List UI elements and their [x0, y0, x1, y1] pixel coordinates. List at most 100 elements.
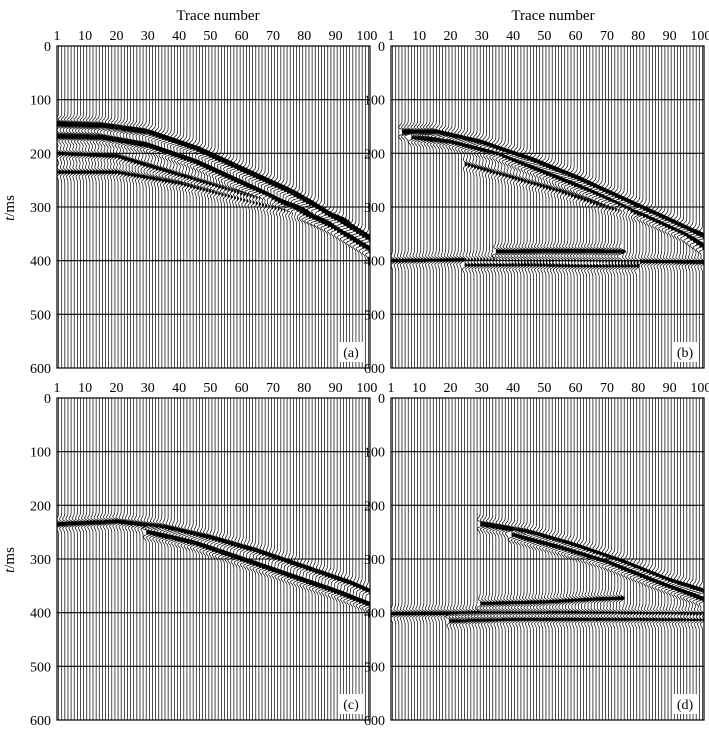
trace-fill: [152, 132, 161, 181]
trace-fill: [664, 216, 671, 264]
trace-fill: [149, 130, 158, 180]
trace-fill: [155, 132, 164, 182]
trace-fill: [592, 183, 599, 268]
trace-fill: [177, 528, 184, 542]
trace-fill: [221, 538, 228, 555]
x-tick-label: 10: [412, 29, 426, 44]
panel-label: (b): [677, 346, 694, 361]
panel-label-background: [673, 342, 697, 362]
trace-fill: [583, 546, 590, 621]
trace-fill: [105, 124, 114, 174]
trace-fill: [483, 522, 491, 622]
x-tick-label: 100: [690, 381, 709, 396]
trace-fill: [180, 141, 189, 186]
plot-frame: [390, 45, 705, 369]
trace-fill: [671, 579, 677, 621]
y-tick-label: 600: [364, 362, 385, 377]
x-tick-label: 20: [109, 381, 123, 396]
trace-fill: [174, 527, 181, 541]
trace-fill: [574, 543, 580, 621]
trace-fill: [511, 527, 517, 621]
trace-fill: [349, 225, 358, 241]
x-tick-label: 10: [78, 29, 92, 44]
trace-fill: [96, 123, 104, 174]
y-tick-label: 300: [364, 201, 385, 216]
trace-fill: [564, 541, 571, 621]
trace-fill: [621, 196, 628, 268]
trace-fill: [121, 126, 130, 175]
trace-fill: [664, 577, 671, 621]
trace-fill: [227, 161, 236, 198]
x-tick-label: 50: [203, 29, 217, 44]
trace-fill: [102, 124, 111, 174]
y-tick-label: 200: [30, 147, 51, 162]
trace-fill: [352, 227, 361, 243]
y-tick-label: 500: [364, 660, 385, 675]
x-tick-label: 40: [172, 381, 186, 396]
trace-fill: [337, 217, 347, 233]
plot-frame: [56, 45, 371, 369]
trace-fill: [574, 175, 582, 268]
trace-fill: [202, 534, 209, 549]
x-tick-label: 40: [506, 381, 520, 396]
trace-fill: [580, 178, 587, 268]
trace-fill: [186, 143, 195, 187]
trace-fill: [608, 555, 614, 621]
trace-fill: [359, 231, 367, 247]
trace-fill: [230, 162, 239, 199]
plot-frame: [390, 397, 705, 721]
trace-fill: [224, 160, 233, 197]
x-tick-label: 50: [537, 381, 551, 396]
x-tick-label: 90: [329, 381, 343, 396]
trace-fill: [93, 123, 101, 174]
trace-fill: [592, 550, 599, 621]
x-tick-label: 80: [631, 381, 645, 396]
x-tick-label: 60: [569, 29, 583, 44]
panel-label-background: [673, 694, 697, 714]
trace-fill: [161, 135, 170, 183]
x-tick-label: 1: [388, 29, 395, 44]
trace-fill: [355, 229, 364, 245]
trace-fill: [702, 234, 704, 265]
panel-label: (d): [677, 698, 694, 713]
trace-fill: [299, 195, 308, 214]
y-tick-label: 300: [30, 201, 51, 216]
trace-fill: [596, 185, 603, 268]
trace-fill: [180, 529, 187, 543]
trace-fill: [674, 221, 681, 264]
trace-fill: [208, 153, 217, 193]
trace-fill: [520, 529, 527, 621]
y-tick-label: 100: [30, 94, 51, 109]
panel-c: t/ms 1 10 20 30 40 50 60 70 80 90 100 0 100 200 300 400…: [2, 381, 377, 729]
trace-fill: [183, 530, 190, 543]
trace-fill: [533, 159, 541, 267]
y-tick-label: 100: [30, 446, 51, 461]
trace-fill: [343, 221, 352, 237]
x-tick-label: 10: [412, 381, 426, 396]
y-tick-label: 200: [30, 499, 51, 514]
x-tick-label: 90: [663, 381, 677, 396]
trace-fill: [318, 207, 327, 223]
trace-fill: [215, 537, 222, 553]
trace-fill: [467, 610, 472, 622]
x-tick-label: 90: [663, 29, 677, 44]
x-tick-label: 30: [475, 381, 489, 396]
trace-fill: [536, 160, 544, 267]
trace-fill: [74, 122, 83, 174]
x-tick-label: 20: [443, 381, 457, 396]
trace-fill: [64, 121, 73, 174]
trace-fill: [240, 544, 247, 562]
y-tick-label: 100: [364, 446, 385, 461]
trace-fill: [455, 611, 460, 623]
trace-fill: [502, 526, 509, 621]
x-tick-label: 1: [54, 29, 61, 44]
trace-fill: [149, 523, 156, 535]
x-tick-label: 80: [631, 29, 645, 44]
trace-fill: [567, 173, 575, 268]
trace-fill: [405, 129, 414, 263]
trace-fill: [677, 223, 684, 265]
trace-fill: [517, 528, 524, 621]
y-tick-label: 100: [364, 94, 385, 109]
trace-fill: [461, 611, 466, 623]
y-tick-label: 600: [30, 714, 51, 729]
